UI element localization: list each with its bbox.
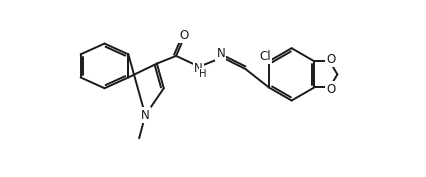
Text: Cl: Cl xyxy=(259,50,270,63)
Text: O: O xyxy=(326,82,335,96)
Text: H: H xyxy=(199,69,206,79)
Text: N: N xyxy=(141,109,150,122)
Text: O: O xyxy=(179,29,188,42)
Text: N: N xyxy=(193,62,202,75)
Text: N: N xyxy=(216,47,225,60)
Text: O: O xyxy=(326,53,335,66)
